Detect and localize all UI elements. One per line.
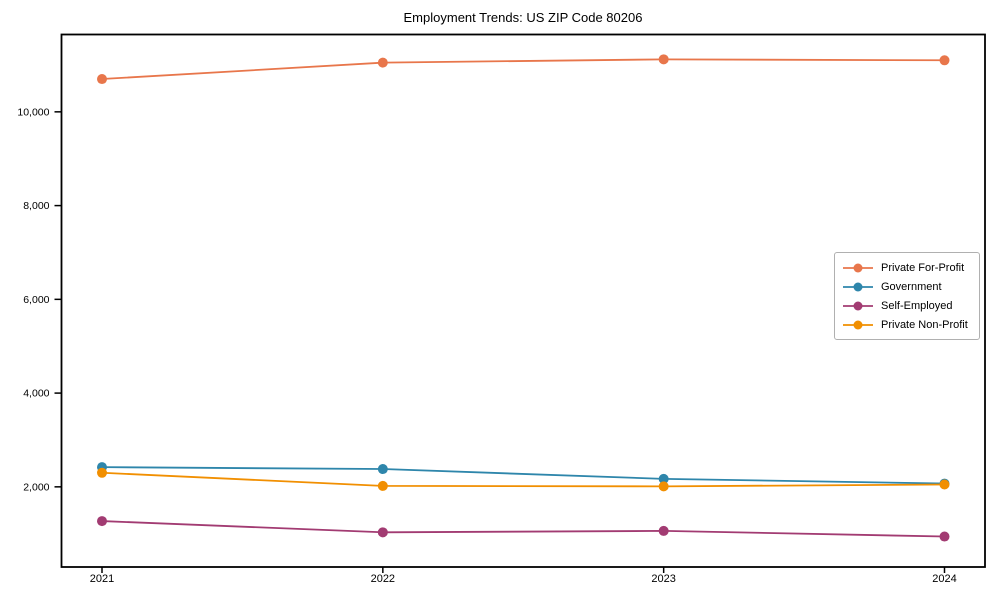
data-point — [939, 55, 950, 66]
legend-item: Private For-Profit — [843, 262, 971, 274]
chart-title: Employment Trends: US ZIP Code 80206 — [403, 10, 643, 25]
data-point — [658, 525, 669, 536]
data-point — [939, 479, 950, 490]
data-point — [97, 467, 107, 478]
legend-dot — [853, 320, 863, 329]
data-point — [377, 480, 388, 491]
data-point — [377, 464, 388, 475]
series-line-private-non-profit — [101, 471, 945, 488]
legend-marker-icon — [843, 282, 873, 291]
y-tick-label: 8,000 — [23, 200, 49, 212]
data-point — [658, 481, 669, 492]
y-tick-label: 2,000 — [23, 481, 49, 493]
x-tick-label: 2024 — [932, 573, 956, 585]
legend-dot — [853, 263, 863, 272]
legend-label: Self-Employed — [881, 299, 953, 312]
series-line-government — [101, 466, 945, 485]
legend-label: Government — [881, 280, 942, 293]
data-point — [377, 527, 388, 538]
legend-label: Private For-Profit — [881, 261, 965, 274]
legend-dot — [853, 282, 863, 291]
x-tick-label: 2022 — [371, 573, 395, 585]
data-point — [658, 54, 669, 65]
legend-marker-icon — [843, 263, 873, 272]
data-point — [939, 531, 950, 542]
legend-marker-icon — [843, 320, 873, 329]
data-point — [658, 473, 669, 484]
y-tick-label: 4,000 — [23, 388, 49, 400]
legend-item: Self-Employed — [843, 300, 971, 312]
legend-dot — [853, 301, 863, 310]
data-point — [377, 57, 388, 68]
legend-label: Private Non-Profit — [881, 318, 968, 331]
y-tick-label: 6,000 — [23, 294, 49, 306]
x-tick-label: 2023 — [651, 573, 675, 585]
series-line-self-employed — [101, 520, 945, 538]
y-tick-label: 10,000 — [17, 106, 49, 118]
data-point — [97, 74, 107, 85]
series-line-private-for-profit — [101, 58, 945, 80]
legend: Private For-Profit Government Self-Employe… — [834, 252, 980, 340]
data-point — [97, 516, 107, 527]
x-tick-label: 2021 — [90, 573, 114, 585]
legend-marker-icon — [843, 301, 873, 310]
plot-frame — [60, 33, 986, 568]
legend-item: Government — [843, 281, 971, 293]
legend-item: Private Non-Profit — [843, 319, 971, 331]
